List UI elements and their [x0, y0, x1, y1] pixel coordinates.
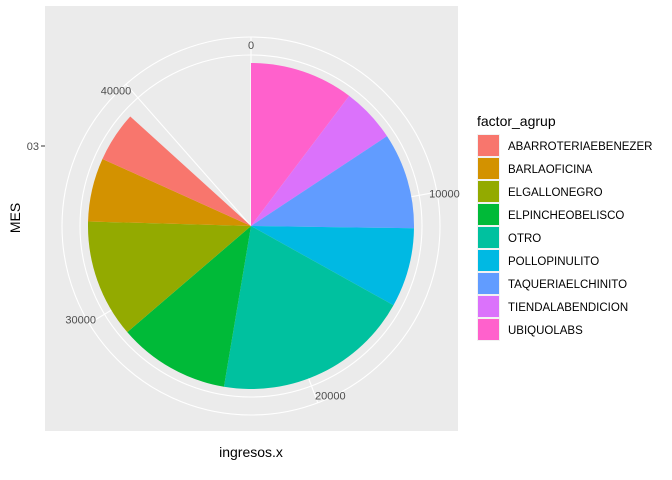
legend-swatch — [478, 250, 499, 271]
theta-tick-label: 0 — [248, 40, 254, 52]
pie-slice-tiendalabendicion — [251, 95, 387, 226]
pie-slice-pollopinulito — [251, 226, 414, 306]
pie-slice-ubiquolabs — [251, 63, 350, 226]
legend-label: ELGALLONEGRO — [508, 187, 603, 199]
theta-tick-labels: 0 10000 20000 30000 40000 — [65, 40, 459, 402]
legend-label: OTRO — [508, 233, 541, 245]
legend-label: BARLAOFICINA — [508, 164, 593, 176]
legend-swatch — [478, 135, 499, 156]
pie-slice-barlaoficina — [88, 158, 251, 226]
legend-label: ELPINCHEOBELISCO — [508, 210, 624, 222]
pie-slice-elpincheobelisco — [127, 226, 251, 387]
theta-tick-label: 30000 — [65, 314, 96, 326]
theta-tick-label: 20000 — [315, 390, 346, 402]
y-tick-label: 03 — [27, 141, 39, 153]
legend-swatch — [478, 273, 499, 294]
legend-swatch — [478, 319, 499, 340]
theta-tick-label: 10000 — [429, 189, 460, 201]
legend-label: TAQUERIAELCHINITO — [508, 279, 627, 291]
grid-spoke — [125, 83, 252, 227]
pie-slice-taqueriaelchinito — [251, 136, 414, 229]
x-axis-title: ingresos.x — [219, 444, 283, 460]
legend-swatch — [478, 204, 499, 225]
legend-label: POLLOPINULITO — [508, 256, 599, 268]
legend-swatch — [478, 181, 499, 202]
y-axis-title: MES — [7, 203, 23, 233]
legend: ABARROTERIAEBENEZER BARLAOFICINA ELGALLONE… — [477, 134, 652, 341]
legend-swatch — [478, 158, 499, 179]
legend-title: factor_agrup — [477, 113, 556, 129]
legend-label: UBIQUOLABS — [508, 325, 583, 337]
legend-swatch — [478, 227, 499, 248]
pie-slices — [87, 63, 414, 390]
legend-label: TIENDALABENDICION — [508, 302, 628, 314]
pie-slice-otro — [223, 226, 394, 390]
theta-tick-label: 40000 — [101, 85, 132, 97]
pie-slice-abarroteriaebenezer — [102, 116, 252, 226]
pie-slice-elgallonegro — [87, 221, 252, 333]
legend-label: ABARROTERIAEBENEZER — [508, 141, 652, 153]
legend-swatch — [478, 296, 499, 317]
